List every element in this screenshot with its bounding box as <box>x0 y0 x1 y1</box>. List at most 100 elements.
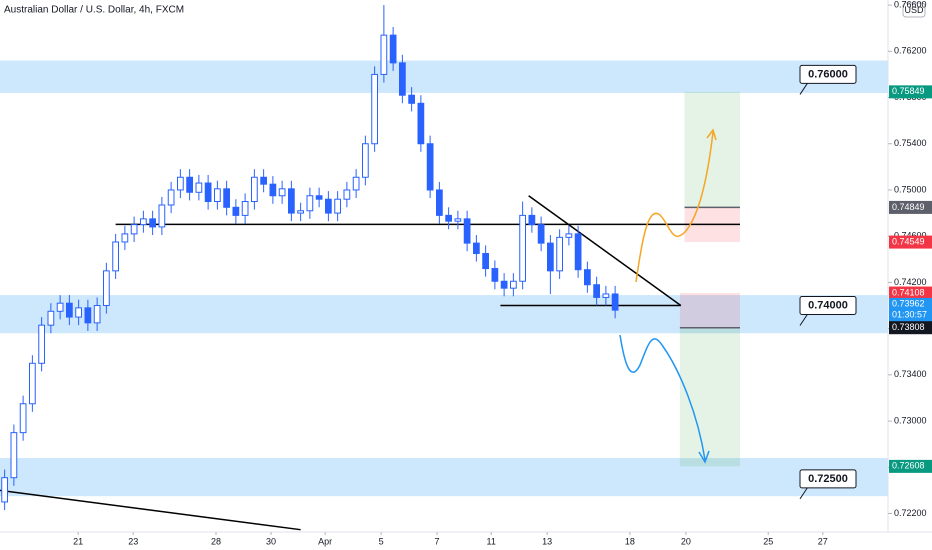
price-label: 0.74549 <box>892 236 925 246</box>
stop-box <box>679 293 740 328</box>
support-resistance-zone <box>0 295 888 334</box>
arrowhead <box>698 450 710 464</box>
candle-body <box>103 270 110 307</box>
plot-area <box>0 5 888 531</box>
price-label-bg <box>889 200 932 214</box>
candle-body <box>130 224 138 235</box>
candle-body <box>93 305 101 324</box>
x-tick-label: 21 <box>73 536 83 546</box>
candle-body <box>167 189 175 206</box>
support-resistance-zone <box>0 60 888 93</box>
candle-body <box>473 242 480 255</box>
price-label-bg <box>889 459 932 473</box>
candle-body <box>334 198 341 214</box>
candle-body <box>463 218 471 244</box>
x-tick-label: 13 <box>542 536 552 546</box>
y-tick-label: 0.76200 <box>894 46 927 56</box>
candle-body <box>241 201 249 216</box>
y-tick-label: 0.73400 <box>894 369 927 379</box>
callout-label: 0.72500 <box>808 473 848 485</box>
x-tick-label: 25 <box>763 536 773 546</box>
x-tick-label: 11 <box>487 536 496 546</box>
callout-pointer <box>799 313 809 326</box>
support-resistance-zone <box>0 458 888 497</box>
candle-body <box>223 188 230 208</box>
candle-body <box>445 214 452 222</box>
candle-body <box>149 218 156 228</box>
currency[interactable]: USD <box>904 5 924 15</box>
price-label: 0.74108 <box>892 287 925 297</box>
candle-body <box>47 310 55 326</box>
candle-body <box>343 189 351 200</box>
x-tick-label: Apr <box>318 536 332 546</box>
triangle-upper-line <box>528 195 682 307</box>
y-tick-label: 0.74600 <box>894 231 927 241</box>
candle-body <box>186 176 193 193</box>
candle-body <box>315 195 323 200</box>
x-tick-label: 23 <box>128 536 138 546</box>
callout-box <box>799 469 857 489</box>
candle-body <box>389 34 397 64</box>
candle-body <box>436 189 443 216</box>
callout-label: 0.76000 <box>808 68 848 80</box>
candle-body <box>177 176 184 191</box>
x-tick-label: 30 <box>266 536 276 546</box>
candle-body <box>399 62 406 96</box>
callout-pointer <box>799 82 809 95</box>
price-label-bg <box>889 286 932 300</box>
candle-body <box>417 102 425 145</box>
y-tick-label: 0.75000 <box>894 184 927 194</box>
candle-body <box>297 210 304 214</box>
candle-body <box>408 94 415 104</box>
target-box <box>679 327 740 467</box>
candle-body <box>84 307 92 324</box>
candle-body <box>195 182 203 193</box>
candle-body <box>593 284 600 298</box>
candle-body <box>362 143 369 178</box>
x-tick-label: 7 <box>435 536 440 546</box>
y-tick-label: 0.76600 <box>894 0 927 9</box>
price-label: 0.75849 <box>892 86 925 96</box>
price-label-bg <box>889 235 932 249</box>
candle-body <box>251 176 258 203</box>
candle-body <box>204 182 212 203</box>
callout-box <box>799 64 857 84</box>
candle-body <box>325 198 332 214</box>
y-tick-label: 0.74200 <box>894 277 927 287</box>
bearish-path-arrow <box>619 334 706 461</box>
candle-body <box>260 176 267 185</box>
x-tick-label: 18 <box>625 536 635 546</box>
candle-body <box>482 253 489 270</box>
candle-body <box>611 293 619 311</box>
candle-body <box>352 176 360 191</box>
x-tick-label: 20 <box>681 536 691 546</box>
candle-body <box>500 280 508 289</box>
candle-body <box>158 204 166 228</box>
x-tick-label: 5 <box>379 536 384 546</box>
candle-body <box>56 302 64 312</box>
candle-body <box>38 324 45 364</box>
candle-body <box>584 269 591 286</box>
candle-body <box>121 233 129 243</box>
price-label: 0.72608 <box>892 461 925 471</box>
candle-body <box>510 280 517 289</box>
candle-body <box>29 362 36 405</box>
candle-body <box>380 34 388 75</box>
x-tick-label: 28 <box>211 536 221 546</box>
price-label: 0.74849 <box>892 202 925 212</box>
target-box <box>684 91 740 208</box>
candle-body <box>306 195 314 212</box>
candle-body <box>112 241 119 272</box>
candle-body <box>1 477 8 503</box>
candle-body <box>602 293 610 298</box>
candle-body <box>232 206 240 216</box>
y-tick-label: 0.75400 <box>894 138 927 148</box>
currency-badge[interactable] <box>902 2 926 18</box>
callout-box <box>799 296 857 316</box>
bullish-path-arrow <box>635 131 714 283</box>
price-label-bg <box>889 321 932 335</box>
price-label-bg <box>889 85 932 99</box>
candle-body <box>565 233 573 238</box>
